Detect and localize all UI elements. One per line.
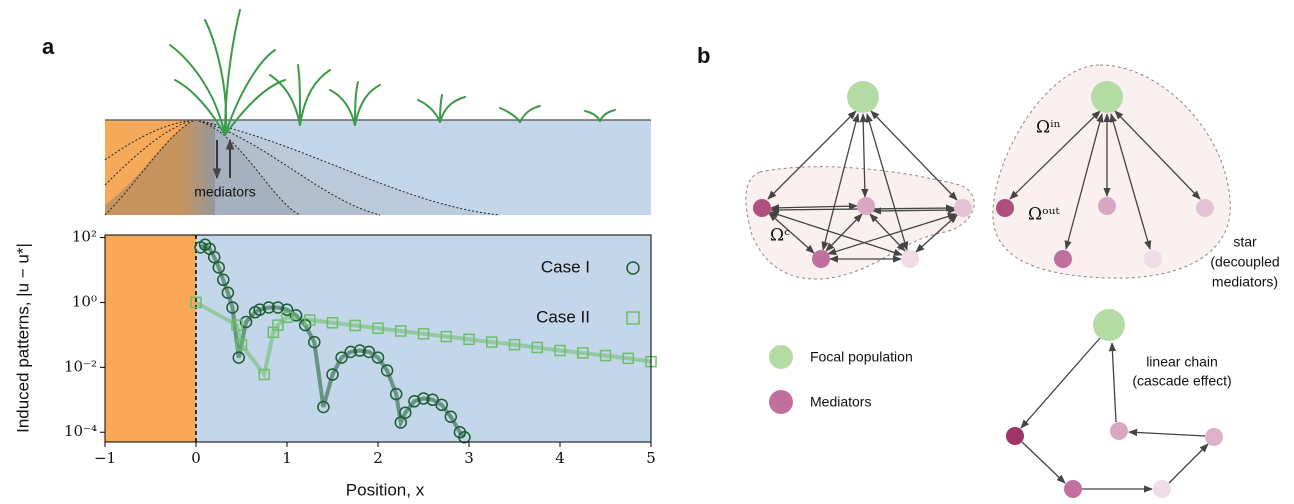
x-tick-label: 0: [191, 449, 201, 467]
y-tick-label: 10²: [72, 228, 97, 246]
set-label: Ωⁱⁿ: [1036, 118, 1061, 138]
panel-label: b: [697, 43, 710, 68]
y-axis-label: Induced patterns, |u − u*|: [13, 243, 32, 433]
set-label: Ωᶜ: [770, 226, 790, 246]
shaded-region: [105, 235, 196, 442]
caption: mediators): [1212, 274, 1278, 290]
caption: (decoupled: [1210, 254, 1279, 270]
x-tick-label: 5: [646, 449, 656, 467]
figure: a mediators Position, x Induced patterns…: [0, 0, 1294, 504]
x-tick-label: −1: [94, 449, 116, 467]
panel-label: a: [42, 34, 55, 59]
y-tick-label: 10⁰: [72, 292, 97, 310]
caption: linear chain: [1146, 354, 1218, 370]
x-tick-label: 4: [555, 449, 565, 467]
y-tick-label: 10⁻²: [64, 357, 97, 375]
caption: (cascade effect): [1132, 373, 1231, 389]
caption: star: [1233, 234, 1257, 250]
x-tick-label: 3: [464, 449, 474, 467]
y-tick-label: 10⁻⁴: [64, 422, 97, 440]
x-axis-label: Position, x: [346, 480, 425, 499]
network-diagrams: b Ωᶜ Ωⁱⁿ Ωᵒᵘᵗ star (decoupled mediators)…: [697, 43, 1280, 498]
x-tick-label: 2: [373, 449, 383, 467]
chart: Position, x Induced patterns, |u − u*| C…: [13, 228, 656, 500]
set-label: Ωᵒᵘᵗ: [1028, 205, 1060, 225]
annotation: mediators: [194, 184, 255, 200]
legend-label: Mediators: [810, 394, 871, 410]
x-tick-label: 1: [282, 449, 292, 467]
legend-label: Focal population: [810, 349, 913, 365]
illustration: mediators: [105, 10, 651, 215]
legend-label: Case I: [541, 257, 590, 276]
legend-label: Case II: [536, 307, 590, 326]
